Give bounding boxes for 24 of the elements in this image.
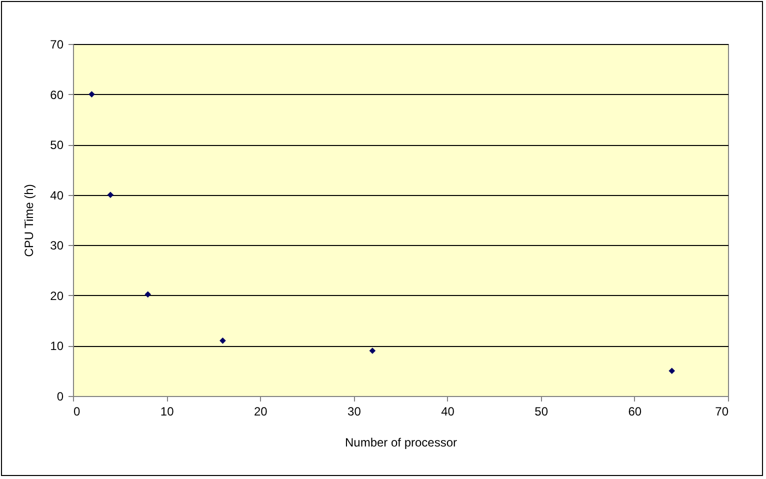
y-axis-title: CPU Time (h) bbox=[22, 184, 36, 257]
point bbox=[88, 91, 95, 98]
point bbox=[144, 291, 152, 298]
y-tick-label: 70 bbox=[50, 38, 64, 52]
point bbox=[668, 368, 676, 374]
y-tick-label: 60 bbox=[50, 88, 64, 102]
y-tick-label: 50 bbox=[50, 138, 64, 152]
x-tick-label: 0 bbox=[74, 404, 80, 418]
y-tick-label: 10 bbox=[50, 339, 64, 354]
y-tick-label: 30 bbox=[50, 238, 64, 253]
x-tick-label: 70 bbox=[715, 404, 729, 418]
point bbox=[107, 192, 114, 198]
y-tick-label: 0 bbox=[56, 390, 64, 404]
point bbox=[369, 348, 376, 354]
y-tick-label: 40 bbox=[50, 188, 64, 202]
x-tick-label: 60 bbox=[628, 404, 642, 418]
x-tick-label: 10 bbox=[160, 404, 174, 418]
point bbox=[220, 338, 226, 344]
x-tick-label: 40 bbox=[441, 404, 455, 418]
x-tick-label: 20 bbox=[254, 404, 268, 418]
y-tick-label: 20 bbox=[50, 288, 64, 303]
x-axis-title: Number of processor bbox=[344, 436, 458, 450]
x-tick-label: 30 bbox=[348, 404, 362, 418]
x-tick-label: 50 bbox=[534, 404, 548, 418]
